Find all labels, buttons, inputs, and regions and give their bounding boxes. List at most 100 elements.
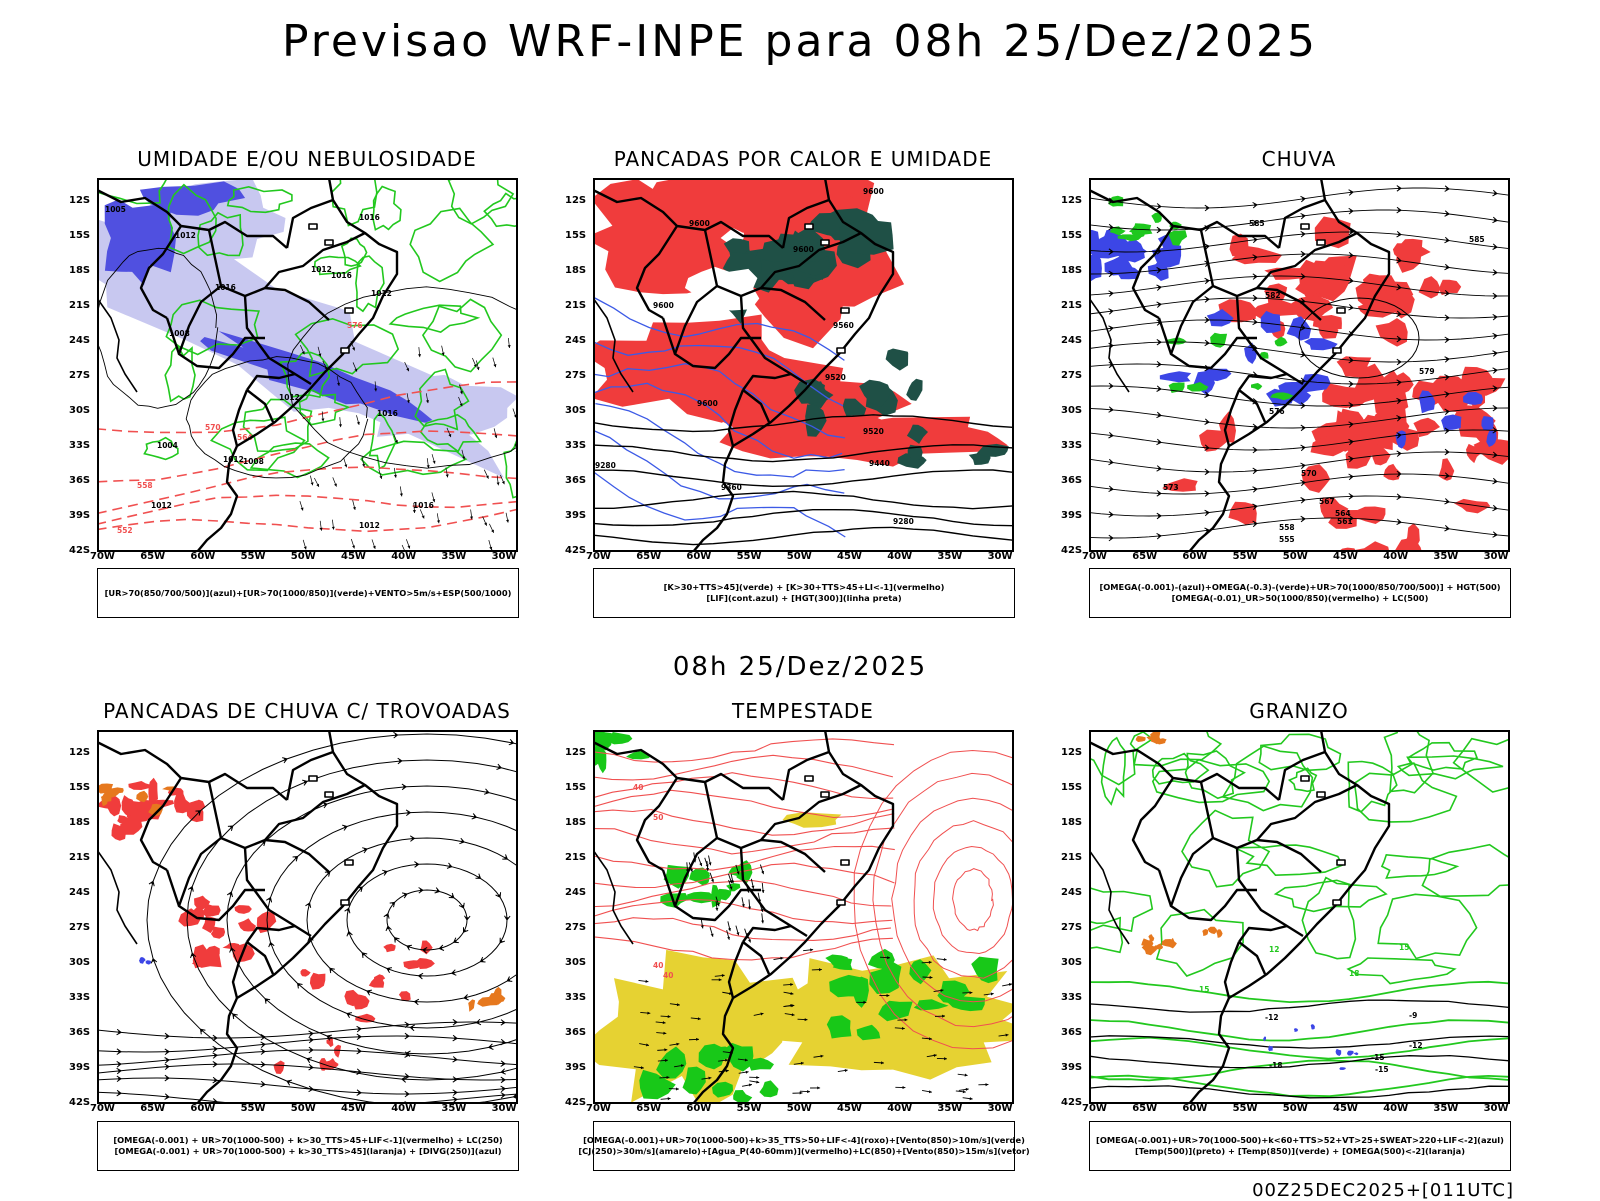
- lat-tick-label: 12S: [1061, 747, 1082, 758]
- panel-title: GRANIZO: [1089, 699, 1509, 723]
- lon-tick-label: 50W: [1283, 551, 1308, 562]
- contour-label: 40: [633, 783, 643, 792]
- lon-tick-label: 55W: [241, 1103, 266, 1114]
- lon-tick-label: 35W: [1433, 1103, 1458, 1114]
- lat-tick-label: 18S: [69, 817, 90, 828]
- forecast-map: [97, 730, 518, 1104]
- lat-tick-label: 36S: [565, 475, 586, 486]
- contour-label: 1012: [359, 521, 380, 530]
- contour-label: 9600: [689, 219, 710, 228]
- lat-tick-label: 24S: [69, 887, 90, 898]
- lon-tick-label: 50W: [291, 1103, 316, 1114]
- lat-tick-label: 33S: [1061, 992, 1082, 1003]
- forecast-time-label: 08h 25/Dez/2025: [0, 652, 1600, 682]
- contour-label: 15: [1199, 985, 1209, 994]
- contour-label: 1016: [359, 213, 380, 222]
- legend-box: [OMEGA(-0.001) + UR>70(1000-500) + k>30_…: [97, 1121, 519, 1171]
- lon-tick-label: 30W: [492, 1103, 517, 1114]
- contour-label: 570: [205, 423, 221, 432]
- contour-label: 561: [1337, 517, 1353, 526]
- legend-line: [Temp(500)](preto) + [Temp(850)](verde) …: [1135, 1146, 1465, 1157]
- lat-tick-label: 42S: [565, 1097, 586, 1108]
- lon-tick-label: 65W: [1132, 1103, 1157, 1114]
- lat-tick-label: 21S: [69, 300, 90, 311]
- lat-tick-label: 27S: [69, 922, 90, 933]
- lat-tick-label: 42S: [1061, 545, 1082, 556]
- panel-title: UMIDADE E/OU NEBULOSIDADE: [97, 147, 517, 171]
- lon-tick-label: 40W: [1383, 1103, 1408, 1114]
- contour-label: 573: [1163, 483, 1179, 492]
- lat-tick-label: 30S: [69, 405, 90, 416]
- lat-tick-label: 36S: [69, 1027, 90, 1038]
- panel-title: TEMPESTADE: [593, 699, 1013, 723]
- contour-label: 9280: [595, 461, 616, 470]
- contour-label: -15: [1375, 1065, 1389, 1074]
- lat-tick-label: 21S: [565, 852, 586, 863]
- lat-tick-label: 27S: [565, 370, 586, 381]
- lon-tick-label: 70W: [586, 1103, 611, 1114]
- legend-line: [CJ(250)>30m/s](amarelo)+[Agua_P(40-60mm…: [578, 1146, 1029, 1157]
- lon-tick-label: 30W: [1484, 551, 1509, 562]
- lat-tick-label: 12S: [565, 747, 586, 758]
- lon-tick-label: 30W: [1484, 1103, 1509, 1114]
- contour-label: 555: [1279, 535, 1295, 544]
- lat-tick-label: 15S: [1061, 230, 1082, 241]
- panel-title: PANCADAS DE CHUVA C/ TROVOADAS: [97, 699, 517, 723]
- legend-line: [OMEGA(-0.01)_UR>50(1000/850)(vermelho) …: [1172, 593, 1429, 604]
- lat-tick-label: 24S: [1061, 887, 1082, 898]
- lon-tick-label: 35W: [1433, 551, 1458, 562]
- contour-label: 552: [117, 526, 133, 535]
- contour-label: 50: [653, 813, 663, 822]
- contour-label: -9: [1409, 1011, 1417, 1020]
- lon-tick-label: 35W: [441, 1103, 466, 1114]
- lon-tick-label: 60W: [686, 1103, 711, 1114]
- lon-tick-label: 30W: [492, 551, 517, 562]
- lon-tick-label: 60W: [1182, 1103, 1207, 1114]
- contour-label: -15: [1371, 1053, 1385, 1062]
- legend-box: [OMEGA(-0.001)+UR>70(1000-500)+k>35_TTS>…: [593, 1121, 1015, 1171]
- contour-label: 585: [1249, 219, 1265, 228]
- legend-line: [OMEGA(-0.001) + UR>70(1000-500) + k>30_…: [113, 1135, 502, 1146]
- contour-label: 1008: [243, 457, 264, 466]
- lat-tick-label: 39S: [1061, 510, 1082, 521]
- contour-label: -18: [1269, 1061, 1283, 1070]
- lat-tick-label: 21S: [565, 300, 586, 311]
- lat-tick-label: 39S: [69, 510, 90, 521]
- lon-tick-label: 70W: [90, 551, 115, 562]
- lon-tick-label: 55W: [737, 1103, 762, 1114]
- lat-tick-label: 27S: [565, 922, 586, 933]
- contour-label: 579: [1419, 367, 1435, 376]
- lat-tick-label: 18S: [1061, 265, 1082, 276]
- contour-label: 582: [1265, 291, 1281, 300]
- lat-tick-label: 30S: [1061, 405, 1082, 416]
- lon-tick-label: 55W: [1233, 551, 1258, 562]
- lat-tick-label: 42S: [69, 1097, 90, 1108]
- lat-tick-label: 36S: [69, 475, 90, 486]
- lat-tick-label: 24S: [1061, 335, 1082, 346]
- lon-tick-label: 30W: [988, 551, 1013, 562]
- legend-line: [OMEGA(-0.001)+UR>70(1000-500)+k<60+TTS>…: [1096, 1135, 1504, 1146]
- contour-label: 558: [137, 481, 153, 490]
- contour-label: 585: [1469, 235, 1485, 244]
- contour-label: 9560: [833, 321, 854, 330]
- lat-tick-label: 15S: [1061, 782, 1082, 793]
- lat-tick-label: 12S: [69, 195, 90, 206]
- lat-tick-label: 36S: [565, 1027, 586, 1038]
- lat-tick-label: 18S: [565, 817, 586, 828]
- lat-tick-label: 24S: [565, 887, 586, 898]
- lat-tick-label: 42S: [1061, 1097, 1082, 1108]
- contour-label: 9280: [893, 517, 914, 526]
- lat-tick-label: 33S: [69, 992, 90, 1003]
- legend-line: [OMEGA(-0.001)-(azul)+OMEGA(-0.3)-(verde…: [1099, 582, 1500, 593]
- lon-tick-label: 40W: [1383, 551, 1408, 562]
- lat-tick-label: 18S: [565, 265, 586, 276]
- contour-label: 18: [1349, 969, 1359, 978]
- lat-tick-label: 39S: [565, 1062, 586, 1073]
- contour-label: 9600: [697, 399, 718, 408]
- lat-tick-label: 15S: [69, 782, 90, 793]
- lat-tick-label: 18S: [1061, 817, 1082, 828]
- lat-tick-label: 33S: [1061, 440, 1082, 451]
- lat-tick-label: 30S: [565, 957, 586, 968]
